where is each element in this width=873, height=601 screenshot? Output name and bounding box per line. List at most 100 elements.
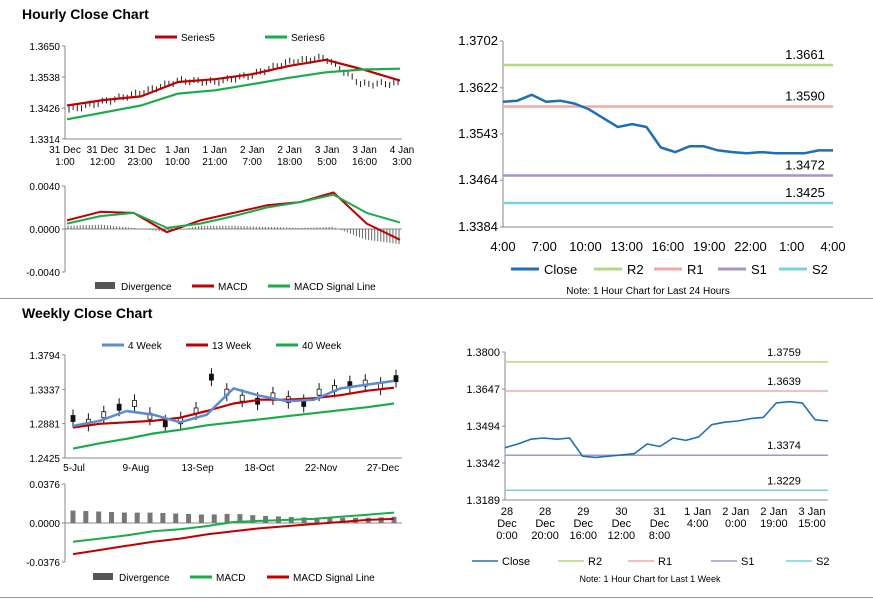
weekly-levels-xtick: 2 Jan: [722, 506, 749, 518]
hourly-levels-note: Note: 1 Hour Chart for Last 24 Hours: [566, 286, 729, 297]
hourly-price-xtick-date: 1 Jan: [203, 145, 227, 156]
weekly-levels-legend-label-r1: R1: [658, 556, 672, 568]
hourly-levels-ytick-label: 1.3384: [458, 219, 498, 234]
weekly-price-candle-body: [101, 411, 107, 419]
weekly-price-candle-body: [393, 375, 399, 383]
weekly-price-xtick: 13-Sep: [181, 463, 214, 474]
weekly-price-ytick-label: 1.3794: [29, 351, 60, 362]
weekly-levels-xtick: 29: [577, 506, 589, 518]
hourly-price-xtick-date: 31 Dec: [87, 145, 119, 156]
hourly-price-xtick-time: 21:00: [202, 157, 227, 168]
weekly-levels-xtick: Dec: [535, 518, 555, 530]
weekly-macd-divergence-bar: [96, 511, 102, 523]
hourly-price-xtick-time: 12:00: [90, 157, 115, 168]
hourly-macd-ytick-label: 0.0000: [29, 225, 60, 236]
hourly-levels-r2-value: 1.3661: [785, 47, 825, 62]
weekly-macd-divergence-bar: [327, 517, 333, 523]
weekly-macd-divergence-bar: [314, 517, 320, 523]
weekly-levels-xtick: 15:00: [798, 518, 826, 530]
hourly-price-legend-label-series6: Series6: [291, 33, 325, 44]
hourly-price-series6-line: [66, 67, 401, 121]
hourly-price-xtick-time: 18:00: [277, 157, 302, 168]
weekly-price-ytick-label: 1.2425: [29, 454, 60, 465]
hourly-levels-s2-value: 1.3425: [785, 185, 825, 200]
weekly-levels-r2-value: 1.3759: [767, 347, 801, 359]
weekly-section-title: Weekly Close Chart: [22, 305, 153, 321]
weekly-levels-xtick: 28: [501, 506, 513, 518]
hourly-levels-ytick-label: 1.3622: [458, 80, 498, 95]
hourly-levels-s1-value: 1.3472: [785, 158, 825, 173]
hourly-macd-legend-label-divergence: Divergence: [121, 282, 172, 293]
weekly-macd-divergence-bar: [211, 514, 217, 523]
hourly-price-xtick-date: 4 Jan: [390, 145, 414, 156]
weekly-levels-ytick-label: 1.3189: [466, 495, 500, 507]
hourly-macd-ytick-label: -0.0040: [26, 268, 60, 279]
weekly-levels-xtick: 2 Jan: [760, 506, 787, 518]
weekly-levels-xtick: 0:00: [725, 518, 746, 530]
weekly-levels-s2-value: 1.3229: [767, 475, 801, 487]
weekly-macd-macd-line: [72, 511, 395, 543]
weekly-levels-xtick: 3 Jan: [799, 506, 826, 518]
weekly-price-xtick: 5-Jul: [63, 463, 85, 474]
weekly-price-candle-body: [209, 373, 214, 381]
hourly-macd-legend-swatch-divergence: [95, 282, 115, 289]
weekly-levels-xtick: Dec: [650, 518, 670, 530]
weekly-levels-ytick-label: 1.3342: [466, 458, 500, 470]
section-divider: [0, 298, 873, 299]
hourly-levels-xtick: 1:00: [779, 239, 804, 254]
weekly-price-candle-body: [116, 403, 122, 411]
weekly-levels-xtick: 20:00: [531, 530, 559, 542]
weekly-levels-xtick: Dec: [497, 518, 517, 530]
hourly-price-xtick-date: 2 Jan: [240, 145, 264, 156]
hourly-price-xtick-time: 1:00: [55, 157, 75, 168]
weekly-macd-divergence-bar: [198, 514, 204, 523]
hourly-price-xtick-date: 3 Jan: [315, 145, 339, 156]
hourly-levels-legend-label-s2: S2: [812, 262, 828, 277]
weekly-price-xtick: 27-Dec: [367, 463, 399, 474]
hourly-levels-legend-label-s1: S1: [751, 262, 767, 277]
weekly-levels-legend-label-r2: R2: [588, 556, 602, 568]
hourly-levels-xtick: 19:00: [693, 239, 726, 254]
weekly-macd-divergence-bar: [237, 514, 243, 523]
hourly-levels-ytick-label: 1.3464: [458, 172, 498, 187]
weekly-levels-xtick: 19:00: [760, 518, 788, 530]
hourly-price-ytick-label: 1.3314: [29, 135, 60, 146]
weekly-macd-divergence-bar: [250, 515, 256, 523]
weekly-levels-xtick: 31: [653, 506, 665, 518]
weekly-levels-xtick: 16:00: [569, 530, 597, 542]
hourly-macd-legend-label-macd-signal-line: MACD Signal Line: [294, 282, 376, 293]
hourly-price-ytick-label: 1.3538: [29, 73, 60, 84]
weekly-price-ytick-label: 1.2881: [29, 420, 60, 431]
hourly-price-xtick-time: 7:00: [242, 157, 262, 168]
weekly-price-13-week-line: [72, 386, 395, 429]
weekly-macd-divergence-bar: [109, 512, 115, 523]
weekly-price-candle-body: [70, 415, 76, 422]
weekly-price-legend-label-4-week: 4 Week: [128, 341, 163, 352]
weekly-macd-divergence-bar: [160, 513, 166, 523]
weekly-levels-ytick-label: 1.3647: [466, 384, 500, 396]
hourly-price-xtick-date: 1 Jan: [165, 145, 189, 156]
weekly-price-candle-body: [132, 400, 137, 407]
hourly-price-series5-line: [66, 58, 401, 107]
weekly-levels-xtick: 1 Jan: [684, 506, 711, 518]
weekly-macd-legend-label-divergence: Divergence: [119, 573, 170, 584]
hourly-levels-xtick: 22:00: [734, 239, 767, 254]
hourly-macd-ytick-label: 0.0040: [29, 182, 60, 193]
hourly-price-xtick-time: 16:00: [352, 157, 377, 168]
weekly-levels-r1-value: 1.3639: [767, 376, 801, 388]
weekly-price-40-week-line: [72, 402, 395, 450]
hourly-levels-xtick: 13:00: [610, 239, 643, 254]
weekly-price-xtick: 22-Nov: [305, 463, 337, 474]
hourly-levels-xtick: 4:00: [490, 239, 515, 254]
weekly-price-legend-label-13-week: 13 Week: [212, 341, 252, 352]
bottom-divider: [0, 597, 873, 598]
hourly-price-xtick-time: 5:00: [317, 157, 337, 168]
hourly-section-title: Hourly Close Chart: [22, 6, 149, 22]
weekly-levels-close-line: [504, 400, 829, 459]
hourly-levels-ytick-label: 1.3702: [458, 33, 498, 48]
weekly-levels-xtick: 0:00: [496, 530, 517, 542]
weekly-levels-s1-value: 1.3374: [767, 440, 801, 452]
hourly-price-xtick-time: 3:00: [392, 157, 412, 168]
weekly-levels-ytick-label: 1.3494: [466, 421, 500, 433]
